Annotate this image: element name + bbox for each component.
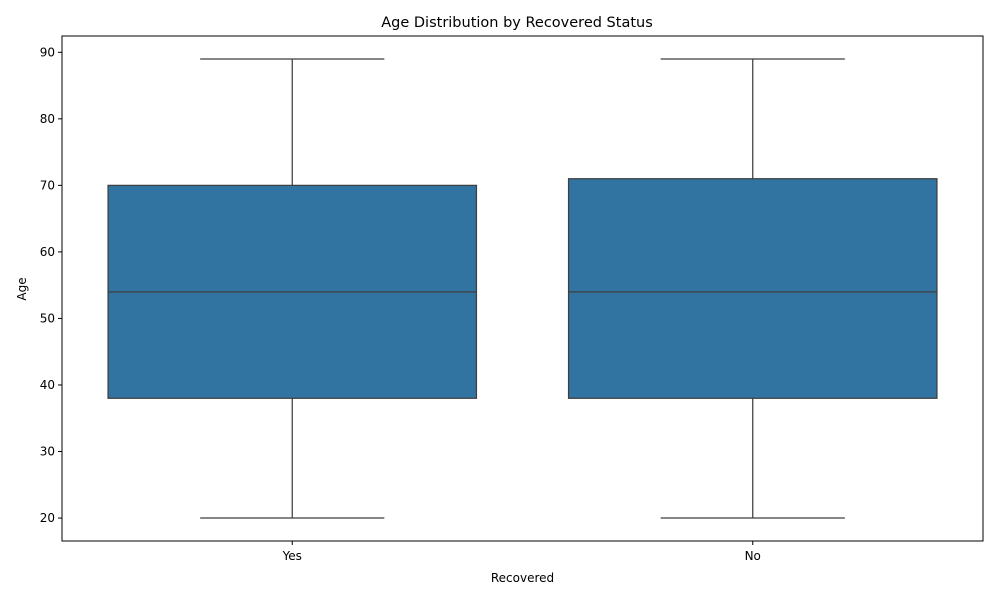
chart-title: Age Distribution by Recovered Status — [381, 15, 653, 31]
y-tick-label-60: 60 — [40, 245, 55, 259]
plot-area — [107, 58, 938, 519]
axes-frame — [61, 35, 984, 542]
y-tick-label-80: 80 — [40, 112, 55, 126]
y-tick-label-30: 30 — [40, 445, 55, 459]
x-tick-label-no: No — [745, 549, 761, 563]
y-tick-label-70: 70 — [40, 178, 55, 192]
y-axis-label: Age — [15, 277, 29, 300]
x-axis-label: Recovered — [491, 571, 554, 585]
box-no — [567, 178, 938, 399]
y-tick-label-50: 50 — [40, 311, 55, 325]
box-group-yes — [107, 58, 478, 519]
y-tick-label-40: 40 — [40, 378, 55, 392]
axes: 20 30 40 50 60 70 80 90 Yes No — [40, 35, 984, 563]
x-tick-label-yes: Yes — [282, 549, 302, 563]
box-group-no — [567, 58, 938, 519]
y-tick-label-90: 90 — [40, 45, 55, 59]
y-tick-label-20: 20 — [40, 511, 55, 525]
